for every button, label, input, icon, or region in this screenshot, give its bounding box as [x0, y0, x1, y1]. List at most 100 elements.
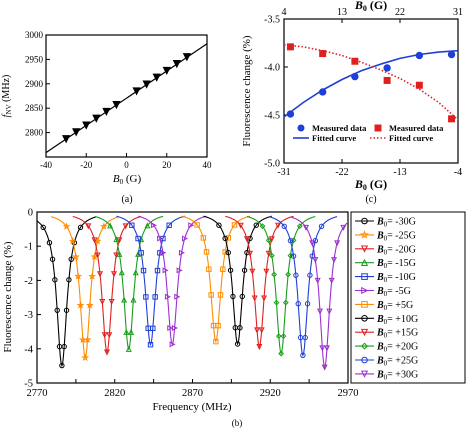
panel-b-legend-value: = -20G — [387, 244, 416, 255]
panel-b-x-tick-label: 2920 — [260, 388, 281, 399]
panel-b-data-point — [54, 307, 60, 313]
panel-b-curve — [116, 215, 185, 347]
panel-b-legend-sub: 0 — [384, 318, 388, 326]
panel-b-data-point — [99, 222, 108, 230]
panel-b-data-point — [154, 267, 161, 274]
panel-a-data-point — [72, 128, 81, 137]
panel-b-legend-marker — [361, 217, 368, 225]
panel-b-x-tick-label: 2870 — [182, 388, 203, 399]
panel-b-data-point — [275, 333, 282, 340]
panel-b-data-point — [241, 267, 248, 273]
panel-b-y-tick-label: -2 — [24, 276, 33, 287]
panel-b-legend-value: = +10G — [387, 314, 418, 325]
panel-b-legend-label: B0= +20G — [376, 342, 418, 354]
panel-c-fit-curve-red — [283, 44, 459, 121]
panel-a-ticks: -40 -20 0 20 40 2800 2850 2900 2950 3000 — [25, 30, 212, 170]
panel-b-data-point — [247, 250, 254, 257]
panel-b-legend-label: B0= +10G — [376, 314, 418, 326]
panel-b-data-point — [213, 338, 219, 345]
panel-b-data-point — [118, 269, 125, 276]
panel-b-data-point — [287, 237, 294, 244]
panel-b-data-point — [144, 222, 151, 229]
panel-b-curve — [137, 215, 207, 346]
panel-c-y-tick-label: -4.0 — [264, 63, 280, 74]
panel-c-data-point-red — [383, 76, 391, 84]
panel-b-data-point — [125, 345, 132, 352]
panel-b-data-point — [121, 296, 128, 303]
panel-a-data-point — [162, 66, 171, 76]
panel-a-x-axis-label: B0 (G) — [113, 173, 142, 186]
panel-b-data-point — [303, 224, 310, 231]
panel-b-legend-value: = +15G — [387, 328, 418, 339]
panel-b-data-point — [203, 249, 210, 255]
panel-b-data-point — [323, 345, 331, 352]
panel-b-data-point — [138, 250, 144, 256]
panel-a-label: (a) — [121, 194, 132, 205]
panel-c-x-tick-label: -22 — [335, 167, 348, 178]
panel-b-legend-sub: 0 — [384, 221, 388, 229]
panel-b-data-point — [217, 292, 224, 298]
panel-a-plot — [45, 43, 208, 154]
panel-b-data-point — [46, 240, 53, 246]
panel-b-y-tick-label: -5 — [24, 379, 33, 390]
panel-b-legend-label: B0= -5G — [376, 286, 411, 298]
panel-b-data-point — [122, 223, 129, 230]
panel-b-data-point — [278, 350, 285, 357]
panel-b-data-point — [164, 293, 171, 300]
panel-b-curve — [203, 215, 272, 346]
panel-b-data-point — [157, 235, 164, 242]
panel-c-frame — [283, 18, 459, 164]
panel-a-y-tick-label: 2950 — [25, 54, 44, 64]
panel-b-y-axis-label: Fluorescence change (%) — [2, 241, 14, 353]
panel-b-data-point — [296, 223, 303, 230]
panel-b-data-point — [312, 257, 319, 264]
panel-b-curve — [268, 216, 338, 357]
panel-b-legend-value: = -30G — [387, 217, 416, 228]
panel-b-legend-value: = -15G — [387, 258, 416, 269]
panel-b-data-point — [249, 268, 256, 275]
panel-b-data-point — [237, 325, 243, 331]
panel-b-data-point — [251, 295, 258, 302]
panel-b-legend-marker — [361, 356, 368, 364]
panel-b-data-point — [62, 222, 71, 230]
panel-b-y-tick-label: -4 — [24, 344, 33, 355]
panel-b-legend-marker — [361, 315, 368, 322]
panel-b-legend-sub: 0 — [384, 276, 388, 284]
panel-b-data-point — [130, 296, 137, 303]
panel-c-data-point-blue — [383, 64, 391, 72]
panel-a-x-tick-label: -20 — [80, 160, 92, 170]
panel-b-data-point — [231, 222, 238, 228]
panel-b-data-point — [222, 249, 228, 255]
panel-b-data-point — [76, 301, 85, 309]
panel-c: -31 -22 -13 -4 4 13 22 31 -5.0 -4.5 -4.0 -3.5 Measu… — [241, 0, 463, 205]
panel-a-x-tick-label: 0 — [124, 160, 129, 170]
panel-b-curves — [37, 215, 348, 371]
panel-b-legend-b: B — [376, 230, 384, 241]
panel-b-data-point — [271, 271, 278, 278]
panel-b-data-point — [290, 253, 297, 259]
panel-b-legend-marker — [361, 273, 368, 280]
panel-b-data-point — [256, 344, 263, 351]
panel-b-legend-marker — [360, 258, 369, 266]
panel-b-curve — [246, 215, 316, 356]
panel-a-data-point — [82, 121, 91, 130]
panel-c-data-point-blue — [318, 88, 327, 96]
panel-b-data-point — [68, 256, 74, 262]
panel-b-data-point — [275, 222, 282, 229]
panel-b-legend-sub: 0 — [384, 346, 388, 354]
panel-b-legend-label: B0= -10G — [376, 272, 416, 284]
panel-b-data-point — [140, 267, 147, 274]
panel-c-fit-curve-blue — [283, 49, 459, 118]
panel-b-data-point — [194, 222, 200, 228]
panel-b-data-point — [259, 223, 266, 230]
panel-c-x-axis-label: B0 (G) — [354, 177, 387, 192]
panel-c-legend-label: Fitted curve — [312, 133, 356, 143]
panel-c-label: (c) — [365, 194, 376, 205]
panel-c-ticks: -31 -22 -13 -4 4 13 22 31 -5.0 -4.5 -4.0 -3.5 — [264, 7, 463, 178]
panel-b-data-point — [113, 236, 120, 243]
panel-b-data-point — [225, 249, 231, 256]
panel-b-data-point — [176, 267, 183, 274]
panel-b-data-point — [147, 341, 154, 348]
panel-b-data-point — [83, 335, 92, 344]
